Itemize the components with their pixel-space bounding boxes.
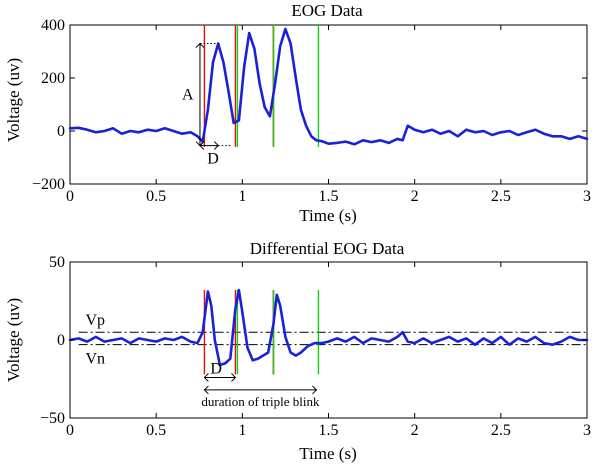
- x-tick-label: 1.5: [319, 422, 339, 439]
- y-tick-label: 200: [41, 70, 65, 87]
- x-tick-label: 2.5: [491, 422, 511, 439]
- y-tick-label: −50: [40, 410, 65, 427]
- y-tick-label: −200: [32, 176, 65, 193]
- eog-chart-title: EOG Data: [291, 1, 363, 20]
- y-tick-label: 0: [57, 123, 65, 140]
- arrow-head: [203, 373, 209, 382]
- x-tick-label: 0.5: [146, 188, 166, 205]
- y-tick-label: 400: [41, 17, 65, 34]
- eog-plot-frame: [69, 24, 588, 185]
- x-tick-label: 1.5: [319, 188, 339, 205]
- x-tick-label: 0: [66, 188, 74, 205]
- arrow-head: [203, 385, 209, 395]
- x-tick-label: 1: [238, 188, 246, 205]
- x-tick-label: 3: [583, 188, 591, 205]
- x-tick-label: 2.5: [491, 188, 511, 205]
- duration-d-label: D: [210, 360, 222, 377]
- differential-y-ticks: −50 0 50: [40, 254, 587, 427]
- differential-x-axis-title: Time (s): [299, 444, 356, 463]
- differential-signal-line: [68, 288, 589, 367]
- eog-x-axis-title: Time (s): [299, 206, 356, 225]
- vn-label: Vn: [86, 351, 106, 368]
- arrow-head: [312, 385, 318, 395]
- eog-y-axis-title: Voltage (uv): [4, 58, 23, 142]
- eog-x-ticks: 0 0.5 1 1.5 2 2.5 3: [66, 25, 591, 205]
- eog-annotations: A D: [182, 42, 231, 168]
- eog-y-ticks: −200 0 200 400: [32, 17, 587, 193]
- triple-blink-duration-label: duration of triple blink: [201, 394, 320, 409]
- arrow-head: [199, 141, 205, 150]
- differential-eog-chart: Differential EOG Data Vp Vn D duration o…: [4, 239, 591, 463]
- amplitude-label: A: [182, 87, 194, 104]
- vp-label: Vp: [86, 312, 106, 329]
- differential-y-axis-title: Voltage (uv): [4, 298, 23, 382]
- eog-signal-line: [68, 27, 589, 146]
- differential-marker-lines: [203, 290, 320, 375]
- arrow-head: [231, 373, 237, 382]
- differential-annotations: D duration of triple blink: [201, 360, 320, 408]
- differential-x-ticks: 0 0.5 1 1.5 2 2.5 3: [66, 262, 591, 439]
- x-tick-label: 0: [66, 422, 74, 439]
- x-tick-label: 1: [238, 422, 246, 439]
- x-tick-label: 3: [583, 422, 591, 439]
- y-tick-label: 0: [57, 332, 65, 349]
- x-tick-label: 2: [411, 422, 419, 439]
- differential-eog-chart-title: Differential EOG Data: [250, 239, 405, 258]
- duration-d-label: D: [207, 151, 219, 168]
- x-tick-label: 2: [411, 188, 419, 205]
- x-tick-label: 0.5: [146, 422, 166, 439]
- y-tick-label: 50: [49, 254, 65, 271]
